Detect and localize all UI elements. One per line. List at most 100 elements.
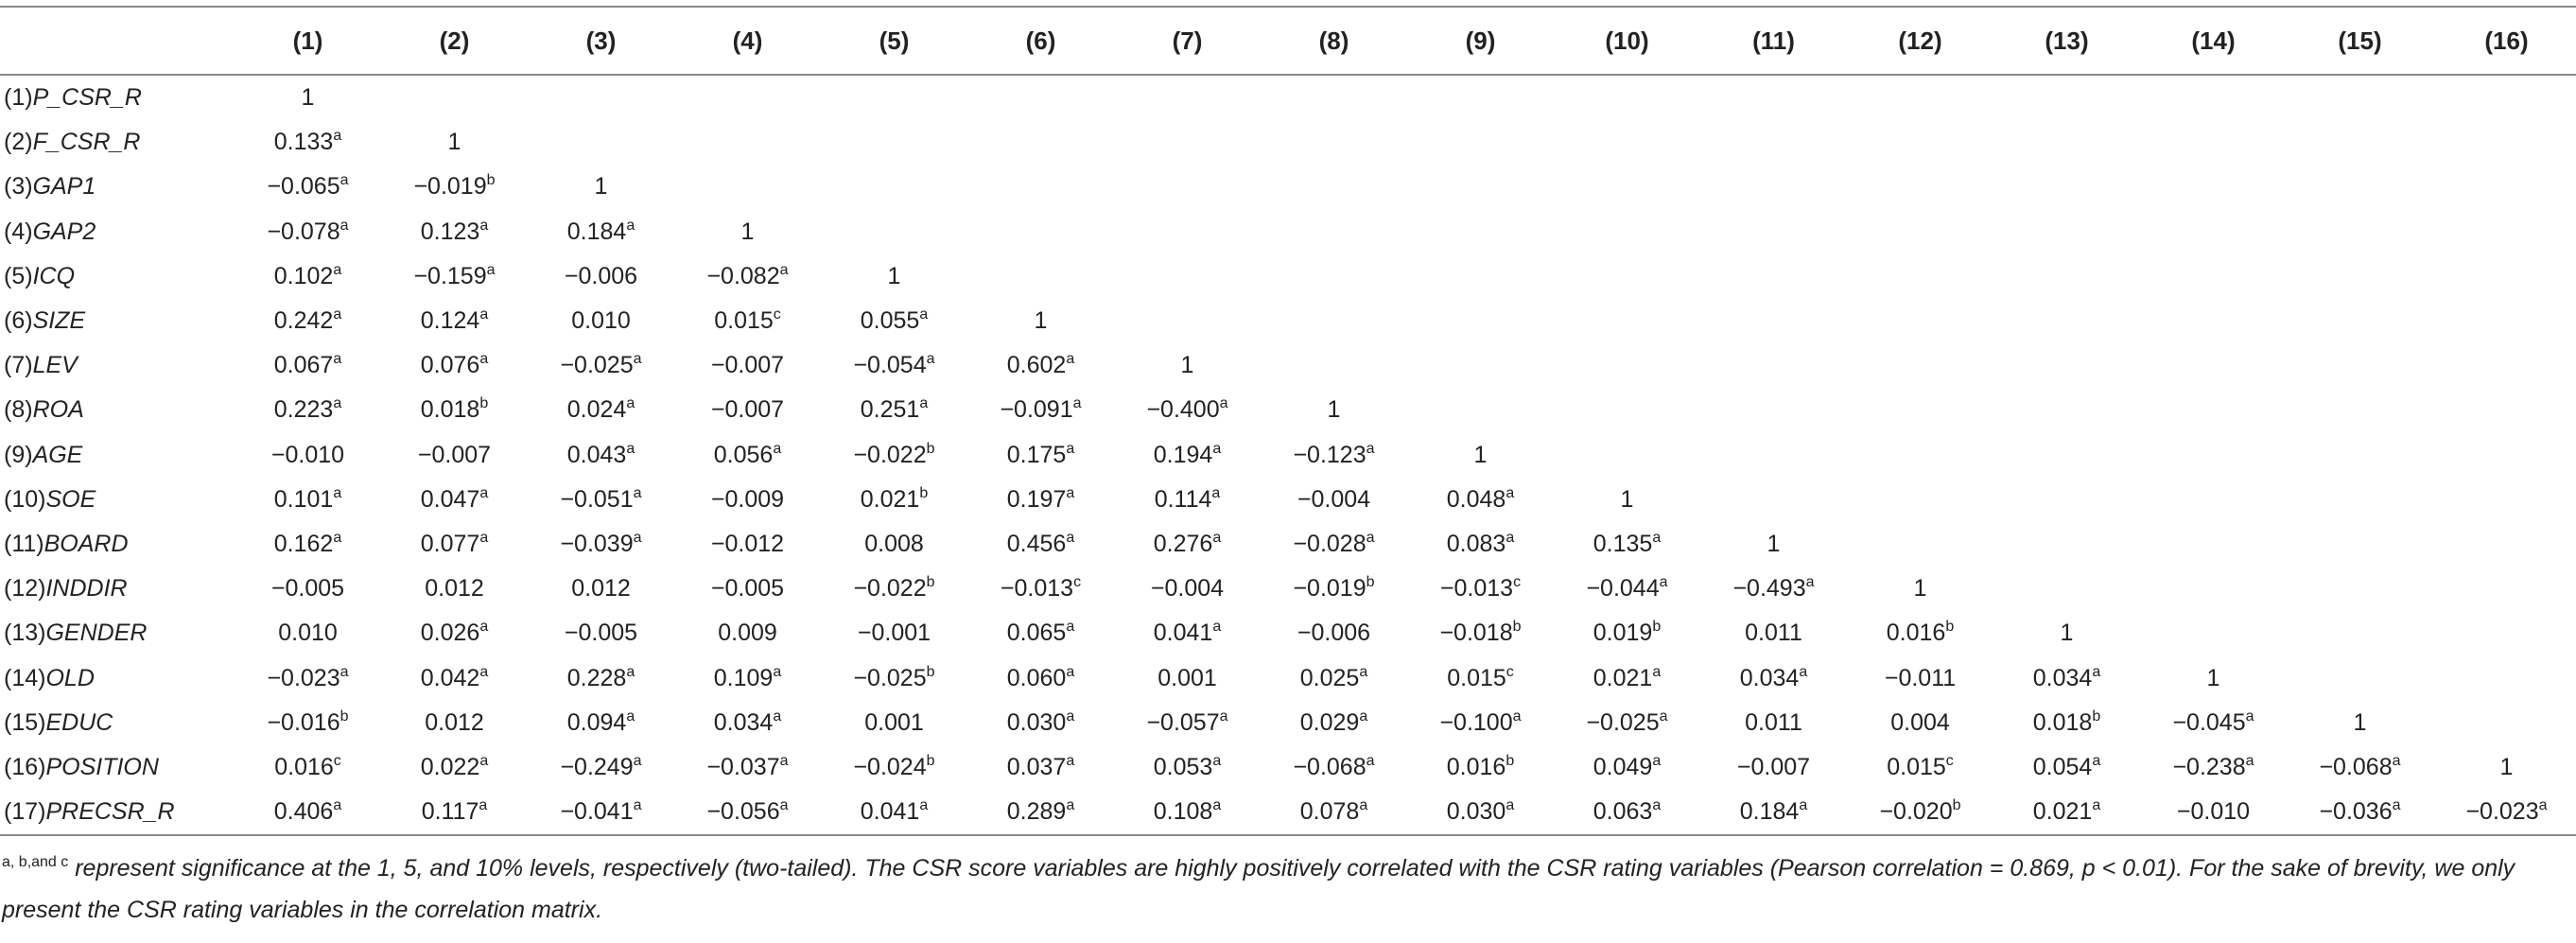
significance-mark: a <box>919 797 929 814</box>
correlation-cell <box>967 120 1114 165</box>
correlation-cell: 0.029a <box>1261 701 1407 745</box>
correlation-value: 0.041 <box>1153 620 1213 647</box>
correlation-value: −0.028 <box>1293 530 1366 557</box>
footnote-text: represent significance at the 1, 5, and … <box>2 855 2515 923</box>
significance-mark: a <box>779 752 789 769</box>
correlation-value: 0.012 <box>425 575 484 602</box>
correlation-cell: 0.197a <box>967 478 1114 522</box>
significance-mark: a <box>1066 663 1075 680</box>
correlation-cell: −0.057a <box>1114 701 1261 745</box>
correlation-value: 1 <box>447 129 461 156</box>
significance-mark: a <box>2092 752 2101 769</box>
correlation-value: 1 <box>301 84 315 112</box>
correlation-cell: 0.101a <box>235 478 381 522</box>
correlation-cell <box>1847 210 1993 254</box>
correlation-value: 0.047 <box>420 485 480 513</box>
correlation-cell <box>1261 165 1407 209</box>
correlation-cell <box>2287 254 2433 299</box>
significance-mark: a <box>479 484 489 501</box>
correlation-cell: 0.133a <box>235 120 381 165</box>
significance-mark: a <box>1805 574 1815 591</box>
significance-mark: a <box>1652 529 1662 546</box>
correlation-cell <box>1847 522 1993 567</box>
correlation-cell <box>2287 522 2433 567</box>
correlation-value: 0.030 <box>1446 798 1506 826</box>
correlation-cell: 0.276a <box>1114 522 1261 567</box>
correlation-cell: −0.007 <box>1700 745 1847 790</box>
correlation-value: −0.011 <box>1884 664 1957 691</box>
correlation-value: −0.036 <box>2319 798 2393 826</box>
variable-name: BOARD <box>44 530 129 557</box>
correlation-value: −0.068 <box>1293 753 1366 780</box>
correlation-value: −0.019 <box>1293 575 1366 602</box>
correlation-value: 0.114 <box>1154 485 1212 513</box>
correlation-cell <box>1554 165 1700 209</box>
row-label: (9)AGE <box>0 433 235 478</box>
correlation-cell: 0.001 <box>821 701 967 745</box>
correlation-cell <box>2433 655 2576 700</box>
correlation-cell <box>2287 611 2433 655</box>
correlation-value: 0.024 <box>566 396 627 424</box>
table-row: (6)SIZE 0.242a 0.124a 0.010 0.015c 0.055a 1 <box>0 299 2576 343</box>
correlation-value: 1 <box>1767 530 1781 557</box>
correlation-value: 0.010 <box>278 620 338 647</box>
correlation-value: 0.060 <box>1006 664 1067 691</box>
correlation-value: −0.005 <box>564 620 638 647</box>
correlation-cell: −0.012 <box>674 522 821 567</box>
correlation-value: 0.021 <box>1593 664 1653 691</box>
correlation-cell <box>2433 522 2576 567</box>
correlation-cell: −0.068a <box>1261 745 1407 790</box>
correlation-value: 0.102 <box>273 262 334 289</box>
row-label: (5)ICQ <box>0 254 235 299</box>
correlation-value: 0.194 <box>1153 441 1213 468</box>
correlation-value: −0.037 <box>706 753 780 780</box>
correlation-value: −0.025 <box>560 352 634 379</box>
significance-mark: a <box>2092 797 2101 814</box>
correlation-value: 1 <box>2206 664 2220 691</box>
correlation-cell: 0.025a <box>1261 655 1407 700</box>
correlation-cell <box>1700 120 1847 165</box>
significance-mark: a <box>626 663 635 680</box>
correlation-cell: 0.077a <box>381 522 528 567</box>
variable-name: INDDIR <box>45 575 128 602</box>
correlation-cell <box>1700 388 1847 432</box>
correlation-value: 0.602 <box>1006 352 1067 379</box>
significance-mark: a <box>479 619 489 636</box>
correlation-cell: 0.008 <box>821 522 967 567</box>
correlation-cell: 1 <box>1554 478 1700 522</box>
correlation-value: −0.091 <box>1000 396 1073 424</box>
correlation-cell: −0.024b <box>821 745 967 790</box>
significance-mark: a <box>1799 663 1808 680</box>
correlation-cell: −0.005 <box>235 567 381 611</box>
correlation-value: 0.053 <box>1153 753 1213 780</box>
correlation-cell: 0.289a <box>967 790 1114 837</box>
correlation-value: 0.076 <box>420 352 480 379</box>
correlation-value: −0.023 <box>2465 798 2539 826</box>
correlation-cell: −0.044a <box>1554 567 1700 611</box>
correlation-cell: 0.030a <box>1407 790 1554 837</box>
correlation-cell: 1 <box>2433 745 2576 790</box>
correlation-cell: 1 <box>2287 701 2433 745</box>
significance-mark: a <box>1652 797 1662 814</box>
correlation-value: 0.012 <box>571 575 631 602</box>
variable-name: GAP2 <box>32 218 96 245</box>
correlation-cell <box>2433 254 2576 299</box>
table-row: (5)ICQ 0.102a −0.159a −0.006 −0.082a 1 <box>0 254 2576 299</box>
significance-mark: a <box>773 440 782 457</box>
correlation-value: 1 <box>1620 485 1634 513</box>
variable-name: ICQ <box>32 262 76 289</box>
column-header: (5) <box>821 6 967 76</box>
correlation-cell: 0.083a <box>1407 522 1554 567</box>
correlation-value: 0.049 <box>1593 753 1653 780</box>
correlation-value: −0.010 <box>270 441 345 468</box>
significance-mark: c <box>1506 663 1514 680</box>
table-row: (12)INDDIR −0.005 0.012 0.012 −0.005 −0.022b −… <box>0 567 2576 611</box>
correlation-cell: −0.001 <box>821 611 967 655</box>
correlation-cell: −0.010 <box>235 433 381 478</box>
correlation-cell: −0.007 <box>674 343 821 388</box>
correlation-cell <box>1407 165 1554 209</box>
variable-name: P_CSR_R <box>32 84 142 112</box>
correlation-value: 0.009 <box>718 620 777 647</box>
correlation-value: 0.223 <box>273 396 334 424</box>
row-number: (7) <box>4 352 33 379</box>
